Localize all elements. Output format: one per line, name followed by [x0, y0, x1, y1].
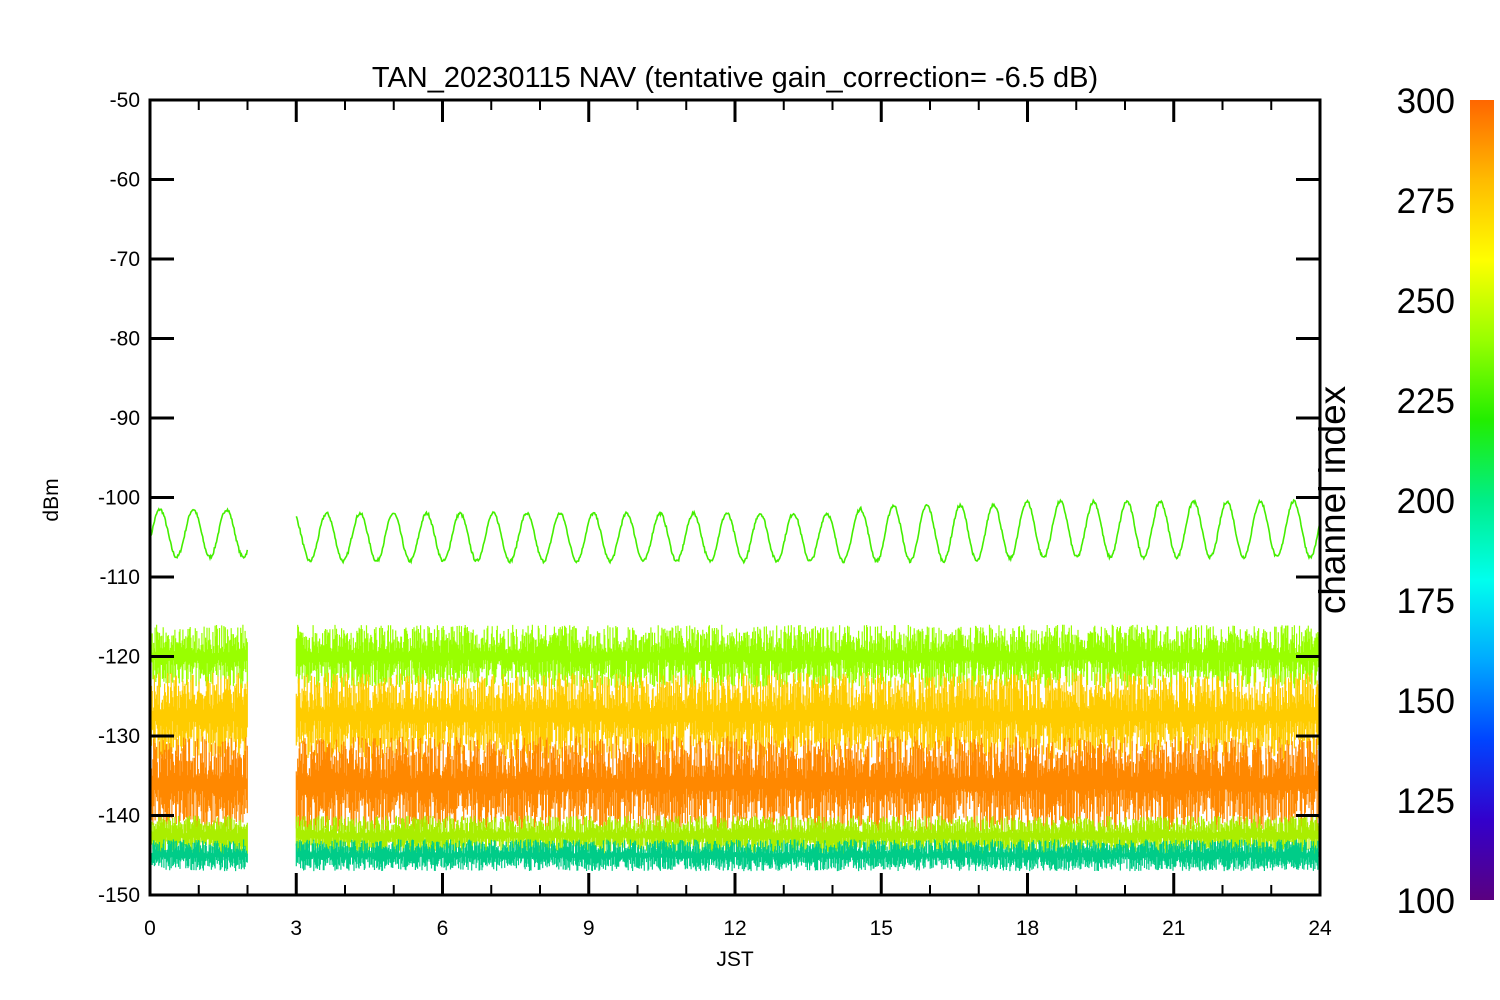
colorbar-tick-label: 125	[1397, 782, 1455, 821]
colorbar-axis: 300 275 250 225 200 175 150 125 100	[1397, 82, 1455, 921]
series-line	[150, 498, 1320, 565]
colorbar-tick-label: 175	[1397, 582, 1455, 621]
y-tick-label: -90	[110, 407, 140, 430]
series-band	[150, 815, 1320, 856]
x-tick-label: 21	[1162, 917, 1185, 940]
y-tick-label: -140	[98, 805, 140, 828]
y-tick-label: -130	[98, 725, 140, 748]
y-tick-label: -50	[110, 89, 140, 112]
x-tick-label: 18	[1016, 917, 1039, 940]
series-band	[150, 672, 1320, 760]
series-5	[150, 839, 1320, 872]
x-tick-label: 3	[290, 917, 302, 940]
y-tick-label: -110	[100, 566, 140, 589]
series-band	[150, 839, 1320, 872]
x-tick-label: 9	[583, 917, 595, 940]
chart-title: TAN_20230115 NAV (tentative gain_correct…	[372, 62, 1098, 94]
plot-area	[150, 498, 1320, 872]
series-1	[150, 624, 1320, 689]
y-tick-label: -100	[98, 487, 140, 510]
colorbar-tick-label: 150	[1397, 682, 1455, 721]
y-axis: -50 -60 -70 -80 -90 -100 -110 -120 -130 -140 -150	[98, 89, 1320, 907]
colorbar-tick-label: 275	[1397, 182, 1455, 221]
y-tick-label: -70	[110, 248, 140, 271]
x-axis-label: JST	[716, 948, 754, 971]
y-tick-label: -150	[98, 884, 140, 907]
colorbar-tick-label: 200	[1397, 482, 1455, 521]
colorbar-tick-label: 250	[1397, 282, 1455, 321]
y-tick-label: -60	[110, 169, 140, 192]
x-tick-label: 0	[144, 917, 156, 940]
series-2	[150, 672, 1320, 760]
series-0	[150, 498, 1320, 565]
colorbar-label: channel index	[1312, 385, 1353, 614]
series-3	[150, 736, 1320, 832]
colorbar-tick-label: 300	[1397, 82, 1455, 121]
x-tick-label: 6	[437, 917, 449, 940]
colorbar-tick-label: 225	[1397, 382, 1455, 421]
x-tick-label: 24	[1308, 917, 1332, 940]
y-tick-label: -80	[110, 328, 140, 351]
y-axis-label: dBm	[40, 478, 63, 521]
y-tick-label: -120	[98, 646, 140, 669]
series-band	[150, 624, 1320, 689]
colorbar	[1470, 100, 1494, 900]
colorbar-tick-label: 100	[1397, 882, 1455, 921]
x-tick-label: 12	[723, 917, 746, 940]
x-axis: 0 3 6 9 12 15 18 21 24	[144, 100, 1332, 940]
series-4	[150, 815, 1320, 856]
x-tick-label: 15	[870, 917, 893, 940]
series-band	[150, 736, 1320, 832]
